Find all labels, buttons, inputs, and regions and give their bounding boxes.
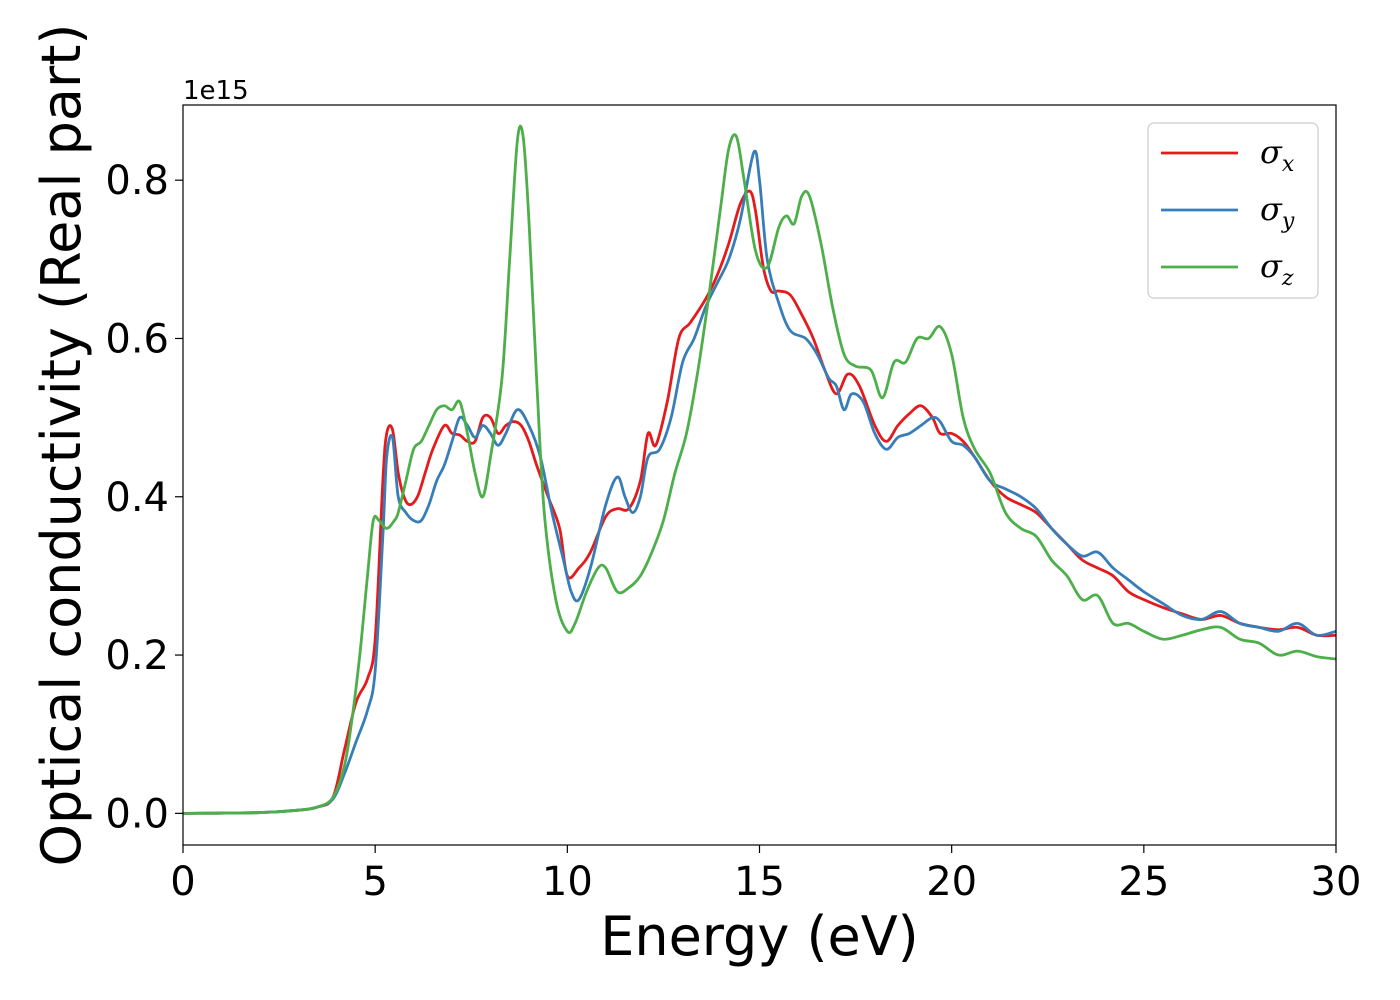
y-tick-label: 0.4 [105, 475, 169, 521]
x-axis-label: Energy (eV) [600, 905, 919, 968]
x-tick-label: 0 [170, 859, 195, 905]
legend-subscript: x [1282, 152, 1295, 177]
legend-label-z: σz [1260, 247, 1294, 291]
x-axis: 0 5 10 15 20 25 30 [170, 845, 1361, 905]
x-tick-label: 15 [734, 859, 785, 905]
y-tick-label: 0.8 [105, 158, 169, 204]
x-tick-label: 10 [542, 859, 593, 905]
legend-subscript: z [1281, 266, 1294, 291]
legend-subscript: y [1281, 209, 1295, 234]
legend-label-x: σx [1260, 133, 1295, 177]
legend-label-y: σy [1260, 190, 1295, 234]
x-tick-label: 5 [362, 859, 387, 905]
y-tick-label: 0.6 [105, 316, 169, 362]
x-tick-label: 20 [926, 859, 977, 905]
y-tick-label: 0.2 [105, 633, 169, 679]
x-tick-label: 25 [1118, 859, 1169, 905]
x-tick-label: 30 [1311, 859, 1362, 905]
legend-symbol: σ [1260, 190, 1283, 228]
y-axis: 0.0 0.2 0.4 0.6 0.8 [105, 158, 183, 837]
series-lines [183, 124, 1336, 815]
series-line-z [183, 124, 1336, 815]
legend-symbol: σ [1260, 133, 1283, 171]
y-axis-label: Optical conductivity (Real part) [30, 24, 93, 867]
y-offset-label: 1e15 [183, 76, 249, 106]
y-tick-label: 0.0 [105, 791, 169, 837]
legend-symbol: σ [1260, 247, 1283, 285]
